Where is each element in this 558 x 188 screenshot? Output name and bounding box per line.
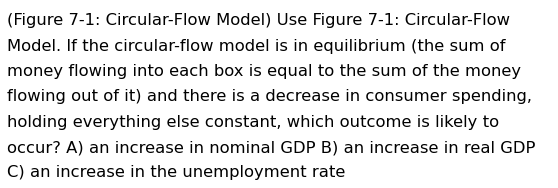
Text: occur? A) an increase in nominal GDP B) an increase in real GDP: occur? A) an increase in nominal GDP B) … bbox=[7, 140, 536, 155]
Text: C) an increase in the unemployment rate: C) an increase in the unemployment rate bbox=[7, 165, 345, 180]
Text: (Figure 7-1: Circular-Flow Model) Use Figure 7-1: Circular-Flow: (Figure 7-1: Circular-Flow Model) Use Fi… bbox=[7, 13, 510, 28]
Text: holding everything else constant, which outcome is likely to: holding everything else constant, which … bbox=[7, 115, 499, 130]
Text: money flowing into each box is equal to the sum of the money: money flowing into each box is equal to … bbox=[7, 64, 521, 79]
Text: flowing out of it) and there is a decrease in consumer spending,: flowing out of it) and there is a decrea… bbox=[7, 89, 532, 104]
Text: Model. If the circular-flow model is in equilibrium (the sum of: Model. If the circular-flow model is in … bbox=[7, 39, 506, 54]
